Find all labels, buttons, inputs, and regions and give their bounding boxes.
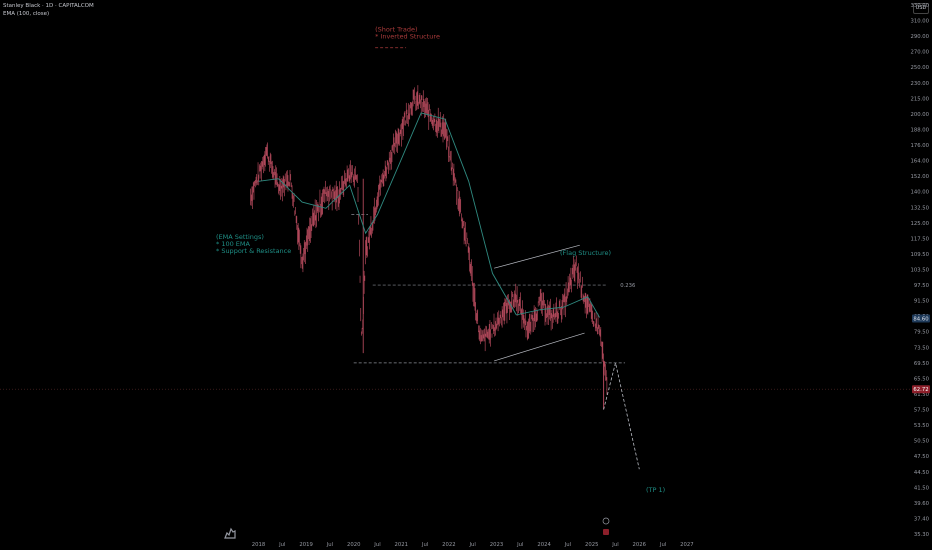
price-tick-label: 132.50 — [910, 205, 929, 211]
time-tick-label: 2020 — [347, 542, 361, 548]
price-tick-label: 35.30 — [914, 532, 930, 538]
earnings-icon — [603, 529, 609, 535]
flag-structure-note: (Flag Structure) — [560, 249, 611, 257]
flag-upper-line — [494, 244, 580, 269]
price-tick-label: 50.50 — [914, 439, 930, 445]
time-tick-label: Jul — [278, 542, 285, 548]
price-tick-label: 39.60 — [914, 501, 930, 507]
price-tick-label: 97.50 — [914, 283, 930, 289]
time-tick-label: 2019 — [299, 542, 312, 548]
price-tick-label: 47.50 — [914, 454, 930, 460]
price-tick-label: 310.00 — [910, 19, 929, 25]
price-tick-label: 188.00 — [910, 127, 929, 133]
time-tick-label: 2024 — [537, 542, 551, 548]
flag-channel — [494, 244, 585, 362]
ema-settings-note: * Support & Resistance — [216, 247, 291, 255]
projection-path — [603, 362, 640, 470]
price-tick-label: 61.50 — [914, 392, 930, 398]
price-tick-label: 152.00 — [910, 174, 929, 180]
price-tick-label: 109.50 — [910, 252, 929, 258]
price-tick-label: 140.00 — [910, 190, 929, 196]
time-tick-label: Jul — [659, 542, 666, 548]
annotations: (Short Trade)* Inverted Structure (EMA Se… — [216, 25, 665, 494]
price-tick-label: 250.00 — [910, 65, 929, 71]
tp-note: (TP 1) — [646, 486, 665, 494]
price-tick-label: 215.00 — [910, 96, 929, 102]
price-tick-label: 125.00 — [910, 221, 929, 227]
price-tick-label: 79.50 — [914, 330, 930, 336]
time-tick-label: Jul — [516, 542, 523, 548]
price-tick-label: 57.50 — [914, 408, 930, 414]
price-tick-label: 270.00 — [910, 50, 929, 56]
time-tick-label: Jul — [611, 542, 618, 548]
ema-series — [258, 112, 600, 318]
price-tick-label: 330.00 — [910, 3, 929, 9]
time-tick-label: Jul — [421, 542, 428, 548]
last-price-badge — [912, 385, 930, 394]
projection-line — [603, 362, 640, 470]
price-tick-label: 164.00 — [910, 159, 929, 165]
candle-series — [250, 85, 608, 410]
ema-settings-note: (EMA Settings) — [216, 233, 264, 241]
indicator-label: EMA (100, close) — [3, 11, 50, 17]
time-tick-label: Jul — [564, 542, 571, 548]
time-tick-label: 2022 — [442, 542, 455, 548]
current-price-badge — [912, 314, 930, 323]
current-price-label: 84.60 — [913, 317, 929, 323]
time-tick-label: Jul — [468, 542, 475, 548]
price-tick-label: 53.50 — [914, 423, 930, 429]
price-tick-label: 41.50 — [914, 485, 930, 491]
currency-button[interactable]: USD — [913, 3, 929, 14]
flag-lower-line — [494, 332, 585, 362]
time-tick-label: 2023 — [490, 542, 503, 548]
short-trade-note: (Short Trade) — [375, 25, 417, 33]
time-tick-label: 2018 — [252, 542, 266, 548]
price-tick-label: 73.50 — [914, 345, 930, 351]
short-trade-note: * Inverted Structure — [375, 32, 440, 40]
tradingview-logo-icon[interactable] — [223, 526, 237, 540]
time-tick-label: Jul — [373, 542, 380, 548]
price-tick-label: 230.00 — [910, 81, 929, 87]
time-tick-label: Jul — [326, 542, 333, 548]
price-badges: 84.60 62.72 — [602, 314, 930, 535]
ema-line — [258, 112, 600, 318]
price-tick-label: 176.00 — [910, 143, 929, 149]
event-icon — [602, 517, 610, 525]
price-axis: 330.00 310.00 290.00 270.00 250.00 230.00 215.… — [910, 3, 929, 538]
time-tick-label: 2026 — [633, 542, 647, 548]
ema-settings-note: * 100 EMA — [216, 240, 251, 248]
time-tick-label: 2025 — [585, 542, 598, 548]
price-tick-label: 200.00 — [910, 112, 929, 118]
last-price-label: 62.72 — [913, 387, 928, 393]
price-tick-label: 103.50 — [910, 268, 929, 274]
chart-header: Stanley Black · 1D · CAPITALCOM EMA (100… — [3, 2, 94, 18]
price-tick-label: 117.50 — [910, 236, 929, 242]
horizontal-levels: 0.236 — [0, 47, 915, 390]
price-tick-label: 37.40 — [914, 516, 930, 522]
price-tick-label: 65.50 — [914, 376, 930, 382]
time-tick-label: 2021 — [395, 542, 408, 548]
level-label: 0.236 — [620, 283, 636, 289]
time-tick-label: 2027 — [680, 542, 693, 548]
symbol-title: Stanley Black · 1D · CAPITALCOM — [3, 3, 94, 9]
price-tick-label: 44.50 — [914, 470, 930, 476]
price-tick-label: 91.50 — [914, 299, 930, 305]
price-tick-label: 290.00 — [910, 34, 929, 40]
price-tick-label: 69.50 — [914, 361, 930, 367]
time-axis: 2018 Jul 2019 Jul 2020 Jul 2021 Jul 2022 Jul 2023 J… — [252, 542, 694, 548]
